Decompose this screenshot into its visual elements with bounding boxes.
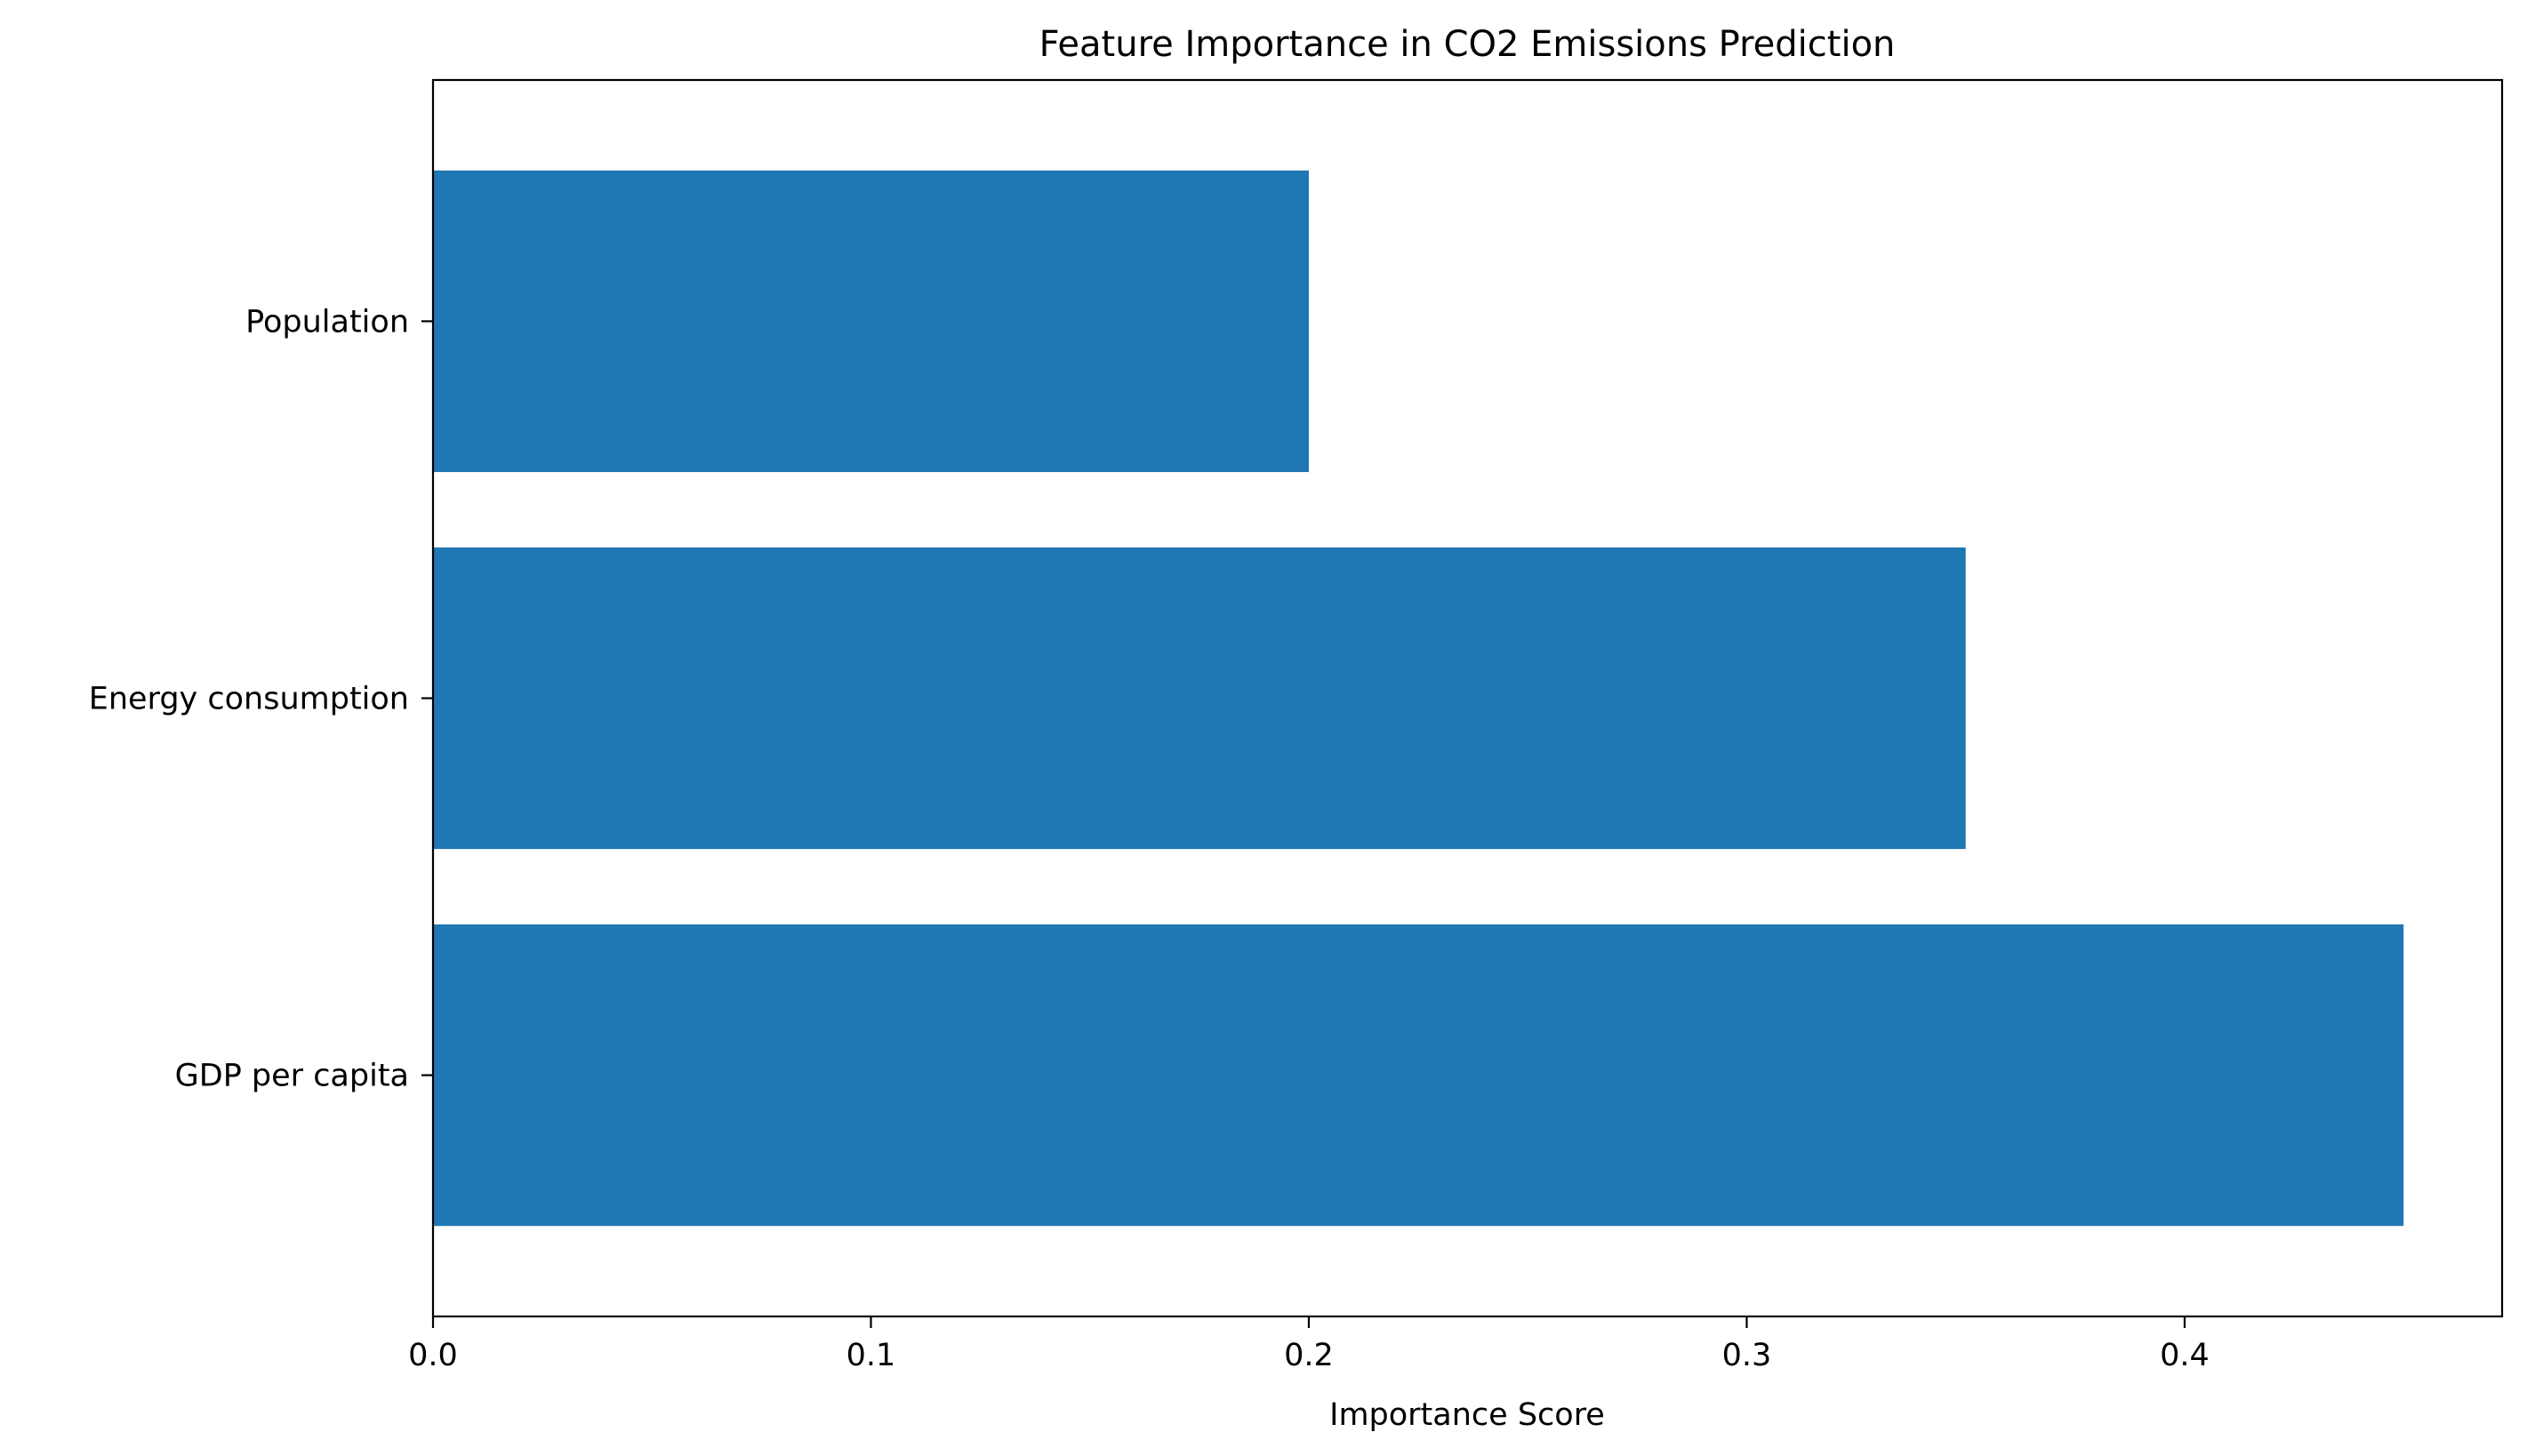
bar-energy-consumption xyxy=(433,547,1966,850)
bar-gdp-per-capita xyxy=(433,924,2404,1227)
x-tick-label: 0.3 xyxy=(1722,1338,1772,1373)
x-tick-label: 0.1 xyxy=(846,1338,896,1373)
x-tick-label: 0.0 xyxy=(408,1338,458,1373)
x-tick-label: 0.4 xyxy=(2160,1338,2210,1373)
y-axis: GDP per capita Energy consumption Populati… xyxy=(89,304,433,1094)
x-tick-label: 0.2 xyxy=(1284,1338,1334,1373)
x-axis-label: Importance Score xyxy=(1329,1397,1605,1433)
y-tick-label: Energy consumption xyxy=(89,682,409,717)
chart-title: Feature Importance in CO2 Emissions Pred… xyxy=(1039,24,1896,65)
y-tick-label: Population xyxy=(245,304,409,340)
y-tick-label: GDP per capita xyxy=(175,1059,409,1094)
bar-population xyxy=(433,170,1309,473)
bars-layer xyxy=(433,170,2404,1227)
x-axis: 0.0 0.1 0.2 0.3 0.4 xyxy=(408,1316,2210,1373)
